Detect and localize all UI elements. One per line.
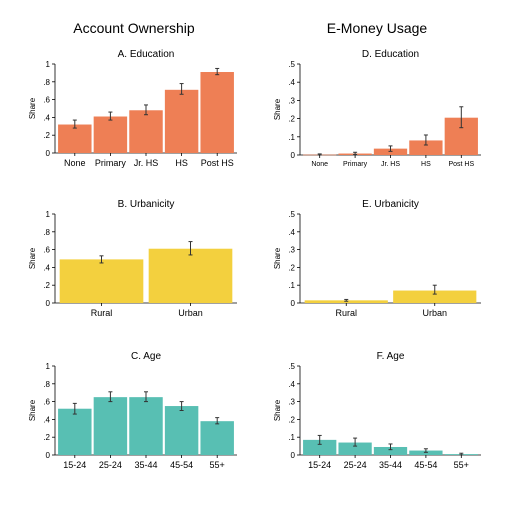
y-tick-label: .2 [43, 281, 50, 290]
y-axis-label: Share [273, 98, 282, 120]
bar-a-3 [164, 89, 199, 153]
y-tick-label: 1 [46, 362, 51, 371]
x-tick-label: Jr. HS [381, 161, 400, 168]
x-tick-label: 55+ [454, 460, 469, 470]
x-tick-label: Jr. HS [134, 158, 159, 168]
x-tick-label: 35-44 [134, 460, 157, 470]
x-tick-label: 45-54 [414, 460, 437, 470]
bar-c-3 [164, 406, 199, 455]
bar-a-1 [93, 116, 128, 153]
y-tick-label: .6 [43, 246, 50, 255]
chart-panel-e: E. Urbanicity Share 0 .1 .2 .3 .4 .5 Rural Urban [273, 199, 481, 318]
bar-c-0 [58, 408, 92, 455]
y-tick-label: .2 [43, 131, 50, 140]
y-tick-label: 0 [291, 151, 296, 160]
y-tick-label: .1 [288, 433, 295, 442]
right-column-title: E-Money Usage [326, 20, 428, 36]
y-axis-label: Share [273, 399, 282, 421]
panel-title: A. Education [118, 49, 175, 60]
bar-a-4 [200, 72, 234, 153]
y-tick-label: 0 [46, 299, 51, 308]
y-tick-label: .8 [43, 380, 50, 389]
x-tick-label: 35-44 [379, 460, 402, 470]
x-tick-label: 15-24 [308, 460, 331, 470]
bar-c-1 [93, 397, 128, 455]
x-tick-label: 25-24 [344, 460, 367, 470]
bar-b-0 [59, 259, 144, 303]
x-tick-label: Primary [343, 161, 368, 168]
y-tick-label: .8 [43, 78, 50, 87]
bar-f-1 [338, 442, 372, 455]
y-tick-label: .3 [288, 96, 295, 105]
chart-panel-d: D. Education Share 0 .1 .2 .3 .4 .5 None Primary J… [273, 49, 481, 168]
bar-d-3 [409, 140, 443, 155]
y-tick-label: .5 [288, 362, 295, 371]
bar-f-2 [373, 446, 408, 455]
x-tick-label: Rural [335, 308, 357, 318]
panel-title: E. Urbanicity [362, 199, 419, 210]
y-tick-label: .1 [288, 133, 295, 142]
bar-b-1 [148, 248, 233, 303]
x-tick-label: None [64, 158, 86, 168]
y-tick-label: .4 [43, 263, 50, 272]
y-tick-label: .1 [288, 281, 295, 290]
x-tick-label: None [311, 161, 328, 168]
y-tick-label: 0 [46, 149, 51, 158]
y-tick-label: .2 [43, 433, 50, 442]
x-tick-label: Post HS [448, 161, 474, 168]
y-axis-label: Share [28, 97, 37, 119]
y-tick-label: .5 [288, 210, 295, 219]
y-axis-label: Share [28, 399, 37, 421]
x-tick-label: HS [175, 158, 188, 168]
y-tick-label: 0 [291, 299, 296, 308]
bar-a-2 [129, 110, 163, 153]
chart-panel-b: B. Urbanicity Share 0 .2 .4 .6 .8 1 Rural Urban [28, 199, 237, 318]
y-axis-label: Share [273, 247, 282, 269]
y-tick-label: .4 [288, 78, 295, 87]
x-tick-label: 25-24 [99, 460, 122, 470]
y-tick-label: .2 [288, 415, 295, 424]
x-tick-label: Primary [95, 158, 126, 168]
panel-title: B. Urbanicity [118, 199, 175, 210]
chart-panel-c: C. Age Share 0 .2 .4 .6 .8 1 15-24 25-24 35-44 45-5… [28, 351, 237, 470]
y-tick-label: .4 [288, 380, 295, 389]
left-column-title: Account Ownership [73, 20, 195, 36]
bar-f-0 [303, 439, 337, 455]
x-tick-label: Rural [91, 308, 113, 318]
bar-c-4 [200, 421, 234, 455]
bar-e-1 [393, 290, 477, 303]
x-tick-label: 55+ [210, 460, 225, 470]
y-axis-label: Share [28, 247, 37, 269]
y-tick-label: .2 [288, 263, 295, 272]
y-tick-label: .3 [288, 398, 295, 407]
y-tick-label: .4 [43, 113, 50, 122]
bar-a-0 [58, 124, 92, 153]
y-tick-label: .8 [43, 228, 50, 237]
y-tick-label: .4 [43, 415, 50, 424]
panel-title: C. Age [131, 351, 161, 362]
y-tick-label: .5 [288, 60, 295, 69]
y-tick-label: .4 [288, 228, 295, 237]
x-tick-label: Urban [422, 308, 447, 318]
x-tick-label: 45-54 [170, 460, 193, 470]
panel-title: F. Age [377, 351, 405, 362]
bar-c-2 [129, 397, 163, 455]
y-tick-label: 0 [291, 451, 296, 460]
y-tick-label: .3 [288, 246, 295, 255]
y-tick-label: .2 [288, 115, 295, 124]
y-tick-label: 0 [46, 451, 51, 460]
y-tick-label: .6 [43, 96, 50, 105]
x-tick-label: 15-24 [63, 460, 86, 470]
y-tick-label: .6 [43, 398, 50, 407]
x-tick-label: HS [421, 161, 431, 168]
panel-title: D. Education [362, 49, 419, 60]
x-tick-label: Urban [178, 308, 203, 318]
chart-panel-f: F. Age Share 0 .1 .2 .3 .4 .5 15-24 25-24 35-44 45-… [273, 351, 481, 470]
y-tick-label: 1 [46, 60, 51, 69]
chart-panel-a: A. Education Share 0 .2 .4 .6 .8 1 None Primary Jr… [28, 49, 237, 168]
y-tick-label: 1 [46, 210, 51, 219]
x-tick-label: Post HS [201, 158, 234, 168]
